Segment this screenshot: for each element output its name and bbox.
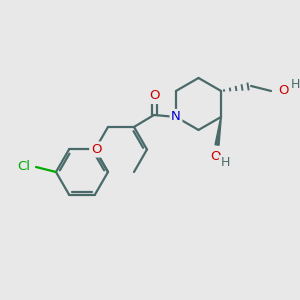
Text: O: O <box>149 89 159 103</box>
Text: H: H <box>220 157 230 169</box>
Text: O: O <box>278 85 288 98</box>
Text: H: H <box>290 79 300 92</box>
Text: O: O <box>91 143 101 156</box>
Text: N: N <box>171 110 181 124</box>
Text: O: O <box>210 151 220 164</box>
Text: Cl: Cl <box>17 160 30 173</box>
Polygon shape <box>215 117 221 145</box>
